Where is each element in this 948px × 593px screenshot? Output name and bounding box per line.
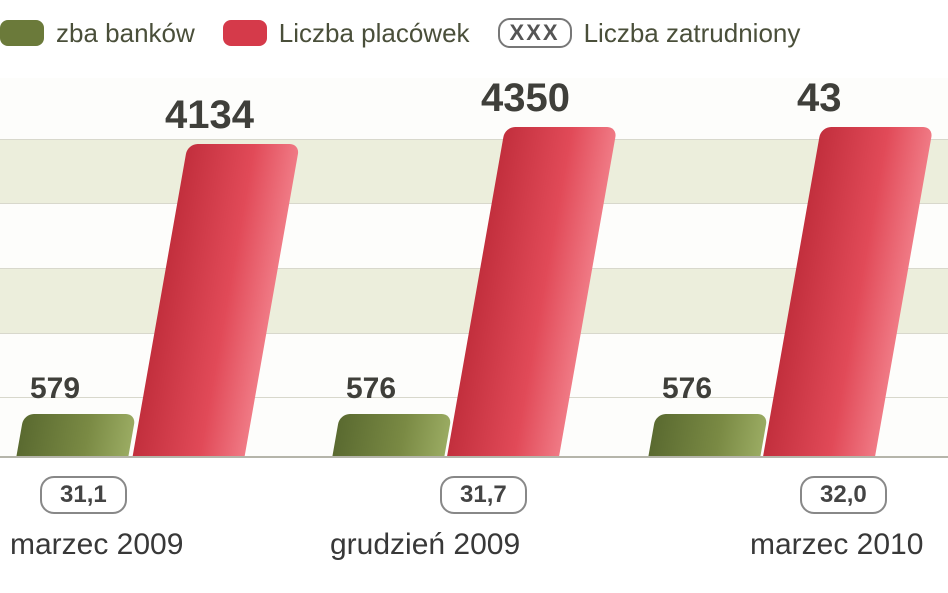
employees-pill: 31,1 (40, 476, 127, 514)
bar-branches (447, 127, 617, 458)
bar-banks (332, 414, 452, 458)
bar-group: 579 4134 (0, 78, 316, 458)
chart-plot: 579 4134 576 4350 576 43 (0, 78, 948, 458)
bar-banks-label: 576 (346, 372, 396, 406)
period-label: marzec 2009 (10, 528, 183, 562)
bar-branches-label: 43 (797, 76, 842, 121)
legend: zba banków Liczba placówek XXX Liczba za… (0, 8, 948, 58)
legend-item-banks: zba banków (0, 18, 195, 49)
legend-branches-label: Liczba placówek (279, 18, 470, 49)
legend-item-branches: Liczba placówek (223, 18, 470, 49)
legend-employees-label: Liczba zatrudniony (584, 18, 801, 49)
swatch-branches (223, 20, 267, 46)
period-label: marzec 2010 (750, 528, 923, 562)
swatch-banks (0, 20, 44, 46)
bar-banks (16, 414, 136, 458)
chart-bars: 579 4134 576 4350 576 43 (0, 78, 948, 458)
period-label: grudzień 2009 (330, 528, 520, 562)
employees-pill: 32,0 (800, 476, 887, 514)
legend-item-employees: XXX Liczba zatrudniony (498, 18, 801, 49)
bar-banks (648, 414, 768, 458)
bar-branches-label: 4134 (165, 93, 254, 138)
bar-branches (763, 127, 933, 458)
legend-banks-label: zba banków (56, 18, 195, 49)
chart-xaxis: 31,1 marzec 2009 31,7 grudzień 2009 32,0 marz… (0, 458, 948, 588)
bar-group: 576 43 (632, 78, 948, 458)
employees-pill: 31,7 (440, 476, 527, 514)
bar-group: 576 4350 (316, 78, 632, 458)
bar-banks-label: 576 (662, 372, 712, 406)
swatch-employees: XXX (498, 18, 572, 48)
bar-banks-label: 579 (30, 372, 80, 406)
bar-branches-label: 4350 (481, 76, 570, 121)
bar-branches (132, 144, 299, 458)
